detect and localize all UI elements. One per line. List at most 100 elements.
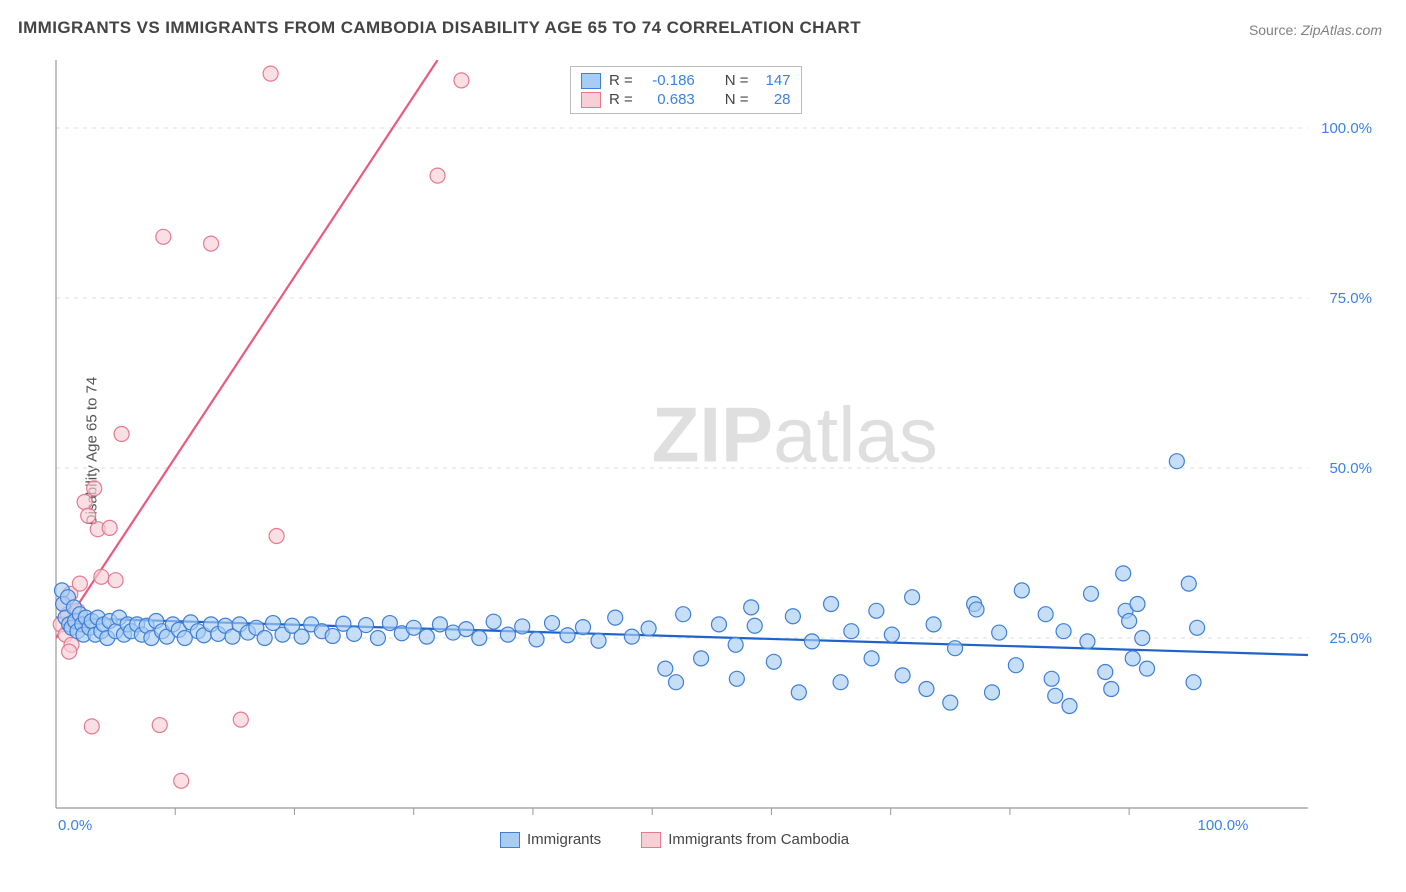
data-point — [926, 617, 941, 632]
data-point — [895, 668, 910, 683]
data-point — [844, 624, 859, 639]
data-point — [1048, 688, 1063, 703]
x-tick-label: 100.0% — [1198, 817, 1249, 834]
legend-swatch — [581, 92, 601, 108]
source-name: ZipAtlas.com — [1301, 22, 1382, 38]
legend-item: Immigrants from Cambodia — [641, 831, 849, 848]
data-point — [1169, 454, 1184, 469]
data-point — [430, 168, 445, 183]
data-point — [1104, 682, 1119, 697]
data-point — [1062, 699, 1077, 714]
data-point — [454, 73, 469, 88]
data-point — [711, 617, 726, 632]
data-point — [560, 628, 575, 643]
data-point — [174, 773, 189, 788]
data-point — [204, 236, 219, 251]
data-point — [1056, 624, 1071, 639]
source-attribution: Source: ZipAtlas.com — [1249, 22, 1382, 38]
series-legend: Immigrants Immigrants from Cambodia — [500, 831, 849, 848]
trend-line — [56, 60, 438, 638]
legend-item: Immigrants — [500, 831, 601, 848]
data-point — [943, 695, 958, 710]
chart-area: Disability Age 65 to 74 ZIPatlas 25.0%50… — [50, 56, 1380, 846]
data-point — [84, 719, 99, 734]
data-point — [591, 633, 606, 648]
data-point — [1122, 614, 1137, 629]
data-point — [985, 685, 1000, 700]
data-point — [1014, 583, 1029, 598]
data-point — [1098, 665, 1113, 680]
scatter-plot-svg: 25.0%50.0%75.0%100.0%0.0%100.0% — [50, 56, 1380, 846]
data-point — [624, 629, 639, 644]
data-point — [833, 675, 848, 690]
r-label: R = — [609, 72, 633, 89]
data-point — [1186, 675, 1201, 690]
data-point — [608, 610, 623, 625]
data-point — [676, 607, 691, 622]
data-point — [884, 627, 899, 642]
data-point — [905, 590, 920, 605]
data-point — [747, 618, 762, 633]
x-tick-label: 0.0% — [58, 817, 92, 834]
n-value: 147 — [757, 72, 791, 89]
data-point — [156, 229, 171, 244]
legend-row: R =0.683N =28 — [581, 90, 791, 109]
data-point — [791, 685, 806, 700]
data-point — [1083, 586, 1098, 601]
data-point — [1044, 671, 1059, 686]
data-point — [728, 637, 743, 652]
data-point — [1116, 566, 1131, 581]
r-value: -0.186 — [641, 72, 695, 89]
data-point — [62, 644, 77, 659]
data-point — [359, 618, 374, 633]
y-tick-label: 50.0% — [1329, 460, 1372, 477]
data-point — [94, 569, 109, 584]
legend-label: Immigrants — [527, 831, 601, 848]
y-tick-label: 100.0% — [1321, 120, 1372, 137]
data-point — [472, 631, 487, 646]
data-point — [1190, 620, 1205, 635]
data-point — [824, 597, 839, 612]
data-point — [486, 614, 501, 629]
data-point — [1008, 658, 1023, 673]
data-point — [641, 621, 656, 636]
y-tick-label: 25.0% — [1329, 630, 1372, 647]
data-point — [545, 616, 560, 631]
data-point — [919, 682, 934, 697]
data-point — [744, 600, 759, 615]
data-point — [77, 495, 92, 510]
data-point — [263, 66, 278, 81]
legend-label: Immigrants from Cambodia — [668, 831, 849, 848]
data-point — [948, 641, 963, 656]
data-point — [294, 629, 309, 644]
data-point — [459, 622, 474, 637]
data-point — [152, 718, 167, 733]
data-point — [729, 671, 744, 686]
data-point — [500, 627, 515, 642]
data-point — [804, 634, 819, 649]
data-point — [370, 631, 385, 646]
chart-title: IMMIGRANTS VS IMMIGRANTS FROM CAMBODIA D… — [18, 18, 861, 38]
legend-swatch — [581, 73, 601, 89]
data-point — [1135, 631, 1150, 646]
data-point — [269, 529, 284, 544]
correlation-legend: R = -0.186 N = 147R =0.683N =28 — [570, 66, 802, 114]
data-point — [382, 616, 397, 631]
legend-swatch — [500, 832, 520, 848]
r-label: R = — [609, 91, 633, 108]
legend-row: R = -0.186 N = 147 — [581, 71, 791, 90]
data-point — [694, 651, 709, 666]
data-point — [785, 609, 800, 624]
source-prefix: Source: — [1249, 22, 1301, 38]
n-label: N = — [725, 72, 749, 89]
data-point — [233, 712, 248, 727]
data-point — [108, 573, 123, 588]
data-point — [102, 520, 117, 535]
data-point — [87, 481, 102, 496]
data-point — [325, 628, 340, 643]
data-point — [1080, 634, 1095, 649]
data-point — [992, 625, 1007, 640]
legend-swatch — [641, 832, 661, 848]
data-point — [81, 508, 96, 523]
data-point — [864, 651, 879, 666]
